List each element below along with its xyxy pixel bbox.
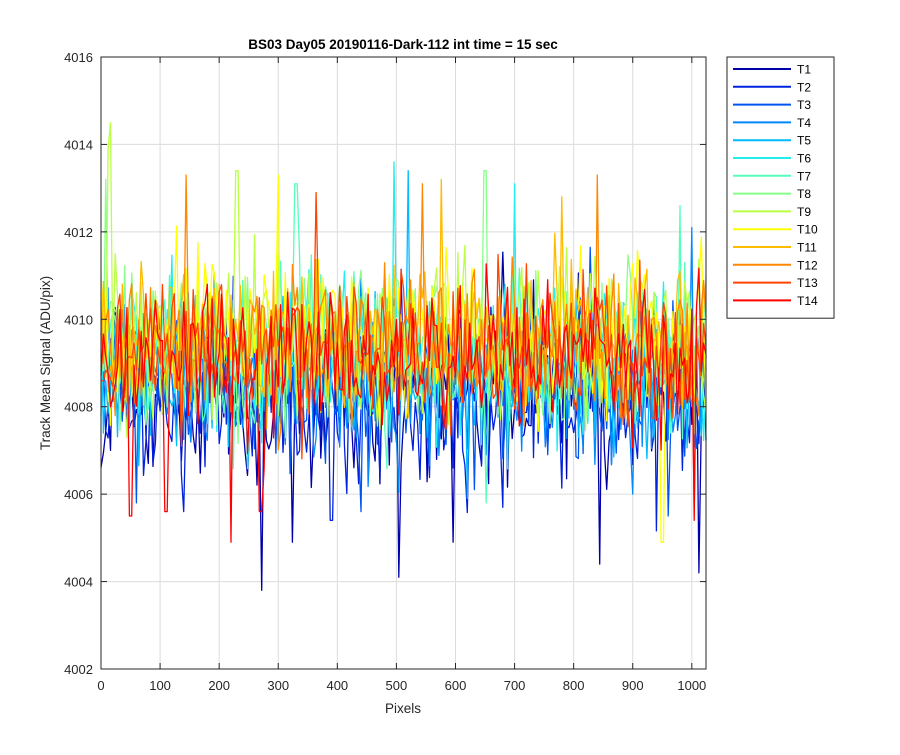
y-tick-label: 4006 xyxy=(64,487,93,502)
legend-label-t7: T7 xyxy=(797,169,811,183)
y-tick-label: 4012 xyxy=(64,225,93,240)
legend: T1 T2 T3 T4 T5 T6 T7 T8 T9 T10 T11 T12 T13 T14 xyxy=(726,56,835,319)
series-layer xyxy=(100,121,707,591)
legend-label-t12: T12 xyxy=(797,258,818,272)
x-tick-label: 400 xyxy=(326,678,348,693)
legend-box xyxy=(726,56,835,319)
legend-label-t4: T4 xyxy=(797,116,811,130)
legend-label-t8: T8 xyxy=(797,187,811,201)
legend-label-t2: T2 xyxy=(797,80,811,94)
y-tick-label: 4008 xyxy=(64,400,93,415)
legend-label-t9: T9 xyxy=(797,205,811,219)
legend-label-t3: T3 xyxy=(797,98,811,112)
series-line-t14 xyxy=(100,263,707,543)
x-tick-label: 700 xyxy=(504,678,526,693)
legend-label-t10: T10 xyxy=(797,223,818,237)
x-tick-label: 1000 xyxy=(677,678,706,693)
chart-title: BS03 Day05 20190116-Dark-112 int time = … xyxy=(248,37,558,52)
x-axis-label: Pixels xyxy=(385,701,421,716)
x-tick-label: 600 xyxy=(445,678,467,693)
legend-label-t13: T13 xyxy=(797,276,818,290)
legend-label-t14: T14 xyxy=(797,294,818,308)
x-tick-label: 0 xyxy=(97,678,104,693)
legend-label-t1: T1 xyxy=(797,63,811,77)
x-tick-label: 300 xyxy=(267,678,289,693)
y-axis-label: Track Mean Signal (ADU/pix) xyxy=(38,276,53,450)
y-tick-label: 4010 xyxy=(64,312,93,327)
legend-label-t5: T5 xyxy=(797,134,811,148)
x-tick-label: 800 xyxy=(563,678,585,693)
legend-label-t11: T11 xyxy=(797,241,817,255)
plot-frame xyxy=(100,56,707,670)
y-tick-label: 4002 xyxy=(64,662,93,677)
x-tick-label: 500 xyxy=(386,678,408,693)
x-tick-label: 100 xyxy=(149,678,171,693)
y-tick-label: 4004 xyxy=(64,575,93,590)
ticks: 0 100 200 300 400 500 600 700 800 900 1000 4002 4004… xyxy=(64,50,706,693)
series-line-t1 xyxy=(100,251,707,591)
x-tick-label: 900 xyxy=(622,678,644,693)
y-tick-label: 4016 xyxy=(64,50,93,65)
y-tick-label: 4014 xyxy=(64,137,93,152)
legend-label-t6: T6 xyxy=(797,152,811,166)
x-tick-label: 200 xyxy=(208,678,230,693)
